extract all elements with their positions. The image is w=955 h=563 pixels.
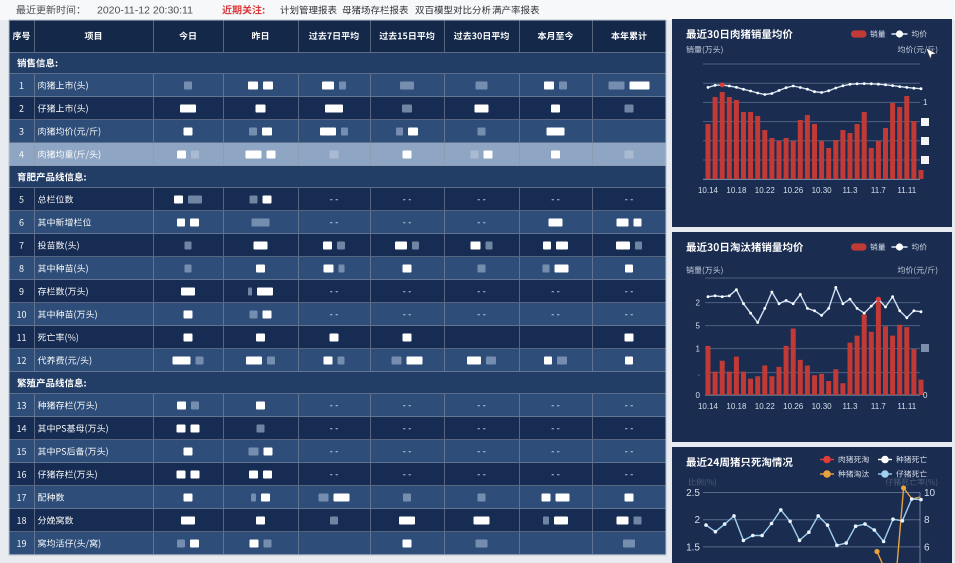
svg-text:5: 5 (696, 322, 701, 331)
svg-text:- -: - - (551, 424, 560, 434)
svg-text:- -: - - (551, 470, 560, 480)
svg-text:- -: - - (551, 287, 560, 297)
svg-text:10.14: 10.14 (698, 186, 719, 195)
svg-text:- -: - - (477, 218, 486, 228)
svg-text:- -: - - (403, 447, 412, 457)
svg-text:- -: - - (625, 424, 634, 434)
svg-text:0: 0 (696, 391, 701, 400)
svg-text:8: 8 (924, 515, 930, 526)
svg-text:10.26: 10.26 (783, 186, 804, 195)
svg-text:- -: - - (477, 310, 486, 320)
svg-text:11.3: 11.3 (843, 186, 859, 195)
svg-text:10.30: 10.30 (812, 402, 833, 411)
svg-text:2.5: 2.5 (686, 488, 700, 499)
svg-text:- -: - - (403, 287, 412, 297)
svg-text:- -: - - (477, 287, 486, 297)
svg-text:10.22: 10.22 (755, 186, 776, 195)
svg-text:- -: - - (477, 401, 486, 411)
svg-text:- -: - - (551, 447, 560, 457)
svg-text:- -: - - (330, 424, 339, 434)
svg-text:- -: - - (477, 470, 486, 480)
svg-text:- -: - - (330, 310, 339, 320)
svg-text:2: 2 (694, 515, 700, 526)
svg-text:- -: - - (403, 470, 412, 480)
svg-text:- -: - - (625, 470, 634, 480)
svg-text:10: 10 (924, 488, 936, 499)
svg-text:- -: - - (625, 401, 634, 411)
svg-text:- -: - - (330, 218, 339, 228)
svg-text:11.7: 11.7 (871, 186, 887, 195)
svg-text:0: 0 (923, 391, 928, 400)
svg-text:- -: - - (477, 424, 486, 434)
svg-text:- -: - - (403, 424, 412, 434)
svg-text:2020-11-12 20:30:11: 2020-11-12 20:30:11 (97, 5, 193, 17)
svg-text:1: 1 (696, 345, 701, 354)
svg-text:- -: - - (625, 310, 634, 320)
svg-text:11.11: 11.11 (897, 402, 916, 411)
svg-text:- -: - - (330, 195, 339, 205)
svg-text:1: 1 (923, 98, 928, 107)
svg-text:- -: - - (551, 401, 560, 411)
svg-text:- -: - - (403, 195, 412, 205)
svg-text:11.11: 11.11 (897, 186, 916, 195)
svg-text:1.5: 1.5 (686, 542, 700, 553)
svg-text:- -: - - (551, 310, 560, 320)
svg-text:- -: - - (330, 470, 339, 480)
svg-text:- -: - - (477, 447, 486, 457)
svg-text:- -: - - (625, 195, 634, 205)
svg-text:10.22: 10.22 (755, 402, 776, 411)
svg-text:10.14: 10.14 (698, 402, 719, 411)
svg-text:11.7: 11.7 (871, 402, 887, 411)
svg-text:10.30: 10.30 (812, 186, 833, 195)
svg-text:- -: - - (330, 447, 339, 457)
svg-text:- -: - - (625, 447, 634, 457)
svg-text:10.18: 10.18 (726, 186, 747, 195)
svg-text:- -: - - (477, 195, 486, 205)
svg-text:- -: - - (551, 195, 560, 205)
svg-text:- -: - - (330, 401, 339, 411)
svg-text:- -: - - (403, 401, 412, 411)
svg-text:- -: - - (625, 287, 634, 297)
svg-text:- -: - - (330, 287, 339, 297)
svg-text:6: 6 (924, 542, 930, 553)
svg-text:.: . (698, 369, 700, 378)
svg-text:10.18: 10.18 (726, 402, 747, 411)
svg-text:- -: - - (403, 310, 412, 320)
svg-text:2: 2 (696, 299, 701, 308)
svg-text:- -: - - (403, 218, 412, 228)
svg-text:10.26: 10.26 (783, 402, 804, 411)
svg-text:11.3: 11.3 (843, 402, 859, 411)
